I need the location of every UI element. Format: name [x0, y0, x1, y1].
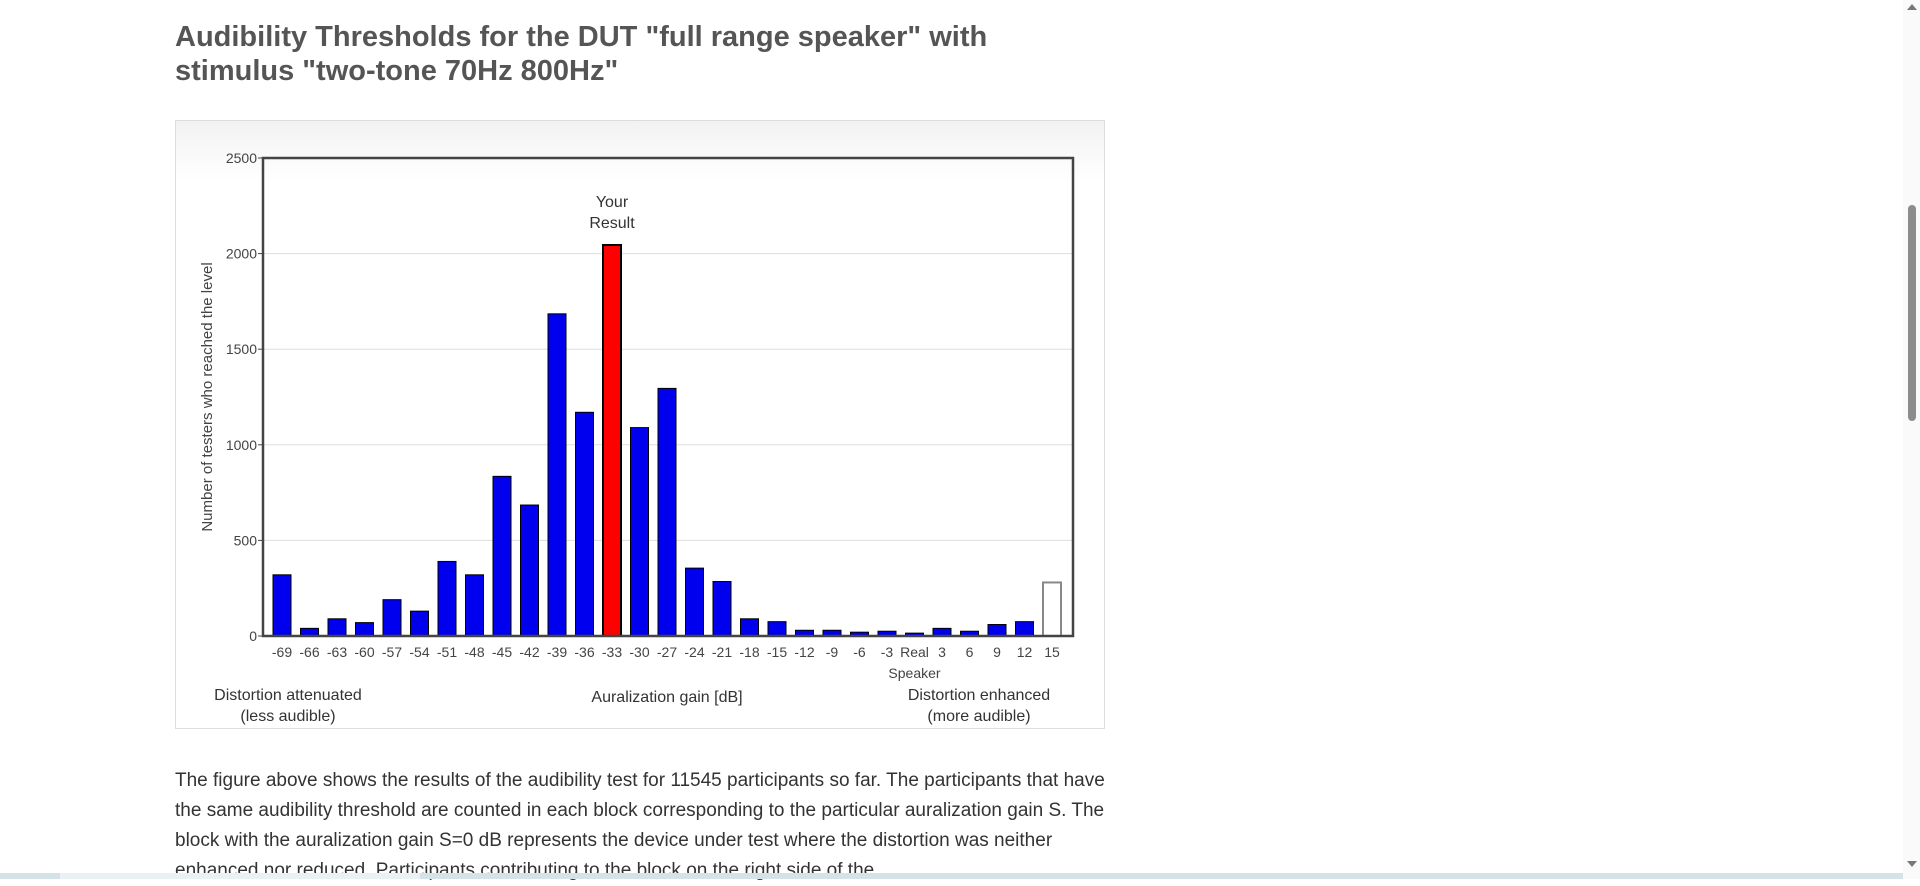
scroll-down-arrow-icon[interactable] — [1907, 861, 1917, 867]
y-tick-label: 0 — [249, 628, 257, 644]
x-tick-label: -48 — [464, 644, 484, 660]
left-annotation: Distortion attenuated — [214, 687, 362, 704]
x-tick-label: -45 — [492, 644, 512, 660]
x-tick-label: Speaker — [888, 665, 940, 681]
bar — [547, 313, 567, 637]
x-tick-label: -60 — [354, 644, 374, 660]
y-axis-label: Number of testers who reached the level — [199, 262, 216, 531]
bar — [520, 504, 539, 637]
y-tick-label: 1500 — [226, 341, 257, 357]
bar — [987, 624, 1007, 637]
x-tick-label: -3 — [881, 644, 894, 660]
highlight-label: Your — [596, 194, 629, 211]
vertical-scrollbar[interactable] — [1903, 0, 1920, 879]
scroll-thumb[interactable] — [1908, 205, 1916, 421]
highlighted-bar — [602, 243, 622, 637]
x-tick-label: 15 — [1044, 644, 1060, 660]
page-heading: Audibility Thresholds for the DUT "full … — [175, 21, 988, 87]
x-tick-label: -30 — [629, 644, 649, 660]
x-tick-label: -42 — [519, 644, 539, 660]
bar — [575, 411, 594, 637]
bar — [1015, 621, 1034, 637]
x-tick-label: -21 — [712, 644, 732, 660]
bar — [685, 567, 704, 637]
bar — [327, 618, 347, 637]
histogram-chart: 0 500 1000 1500 2000 2500 Number of testers wh… — [199, 150, 1075, 725]
results-description: The figure above shows the results of th… — [175, 770, 1105, 881]
x-tick-label: 6 — [966, 644, 974, 660]
x-tick-label: -9 — [826, 644, 839, 660]
y-tick-label: 1000 — [226, 437, 257, 453]
bar — [410, 610, 429, 637]
bar — [630, 427, 649, 637]
x-tick-label: Real — [900, 644, 929, 660]
bar — [465, 574, 484, 637]
x-tick-label: -57 — [382, 644, 402, 660]
bar — [767, 621, 787, 637]
x-tick-label: -54 — [409, 644, 429, 660]
x-tick-label: -18 — [739, 644, 759, 660]
x-tick-label: -6 — [853, 644, 866, 660]
x-tick-label: -12 — [794, 644, 814, 660]
x-tick-label: -63 — [327, 644, 347, 660]
x-tick-label: -24 — [684, 644, 704, 660]
x-tick-label: 9 — [993, 644, 1001, 660]
x-tick-label: -66 — [299, 644, 319, 660]
highlight-label: Result — [589, 215, 635, 232]
x-tick-label: -33 — [602, 644, 622, 660]
bar — [382, 599, 402, 637]
x-tick-label: -27 — [657, 644, 677, 660]
y-tick-label: 2000 — [226, 246, 257, 262]
x-tick-label: -36 — [574, 644, 594, 660]
x-tick-label: -15 — [767, 644, 787, 660]
x-tick-label: -39 — [547, 644, 567, 660]
bar — [657, 387, 677, 637]
plot-frame — [261, 156, 1075, 638]
bar — [272, 574, 292, 637]
right-annotation: Distortion enhanced — [908, 687, 1050, 704]
bar — [1042, 581, 1062, 637]
bottom-bar — [0, 873, 1903, 879]
chart-container: 0 500 1000 1500 2000 2500 Number of testers wh… — [175, 120, 1105, 729]
x-tick-label: -51 — [437, 644, 457, 660]
bar — [437, 560, 457, 637]
scroll-up-arrow-icon[interactable] — [1907, 4, 1917, 10]
bar — [492, 475, 512, 637]
bar — [712, 581, 732, 637]
x-tick-label: 12 — [1017, 644, 1033, 660]
right-annotation: (more audible) — [927, 708, 1030, 725]
bottom-bar-highlight — [60, 873, 420, 879]
x-tick-label: -69 — [272, 644, 292, 660]
left-annotation: (less audible) — [240, 708, 335, 725]
x-tick-label: 3 — [938, 644, 946, 660]
bar — [355, 622, 374, 637]
y-tick-label: 2500 — [226, 150, 257, 166]
x-axis-label: Auralization gain [dB] — [591, 689, 742, 706]
y-tick-label: 500 — [234, 532, 258, 548]
bar — [740, 618, 759, 637]
